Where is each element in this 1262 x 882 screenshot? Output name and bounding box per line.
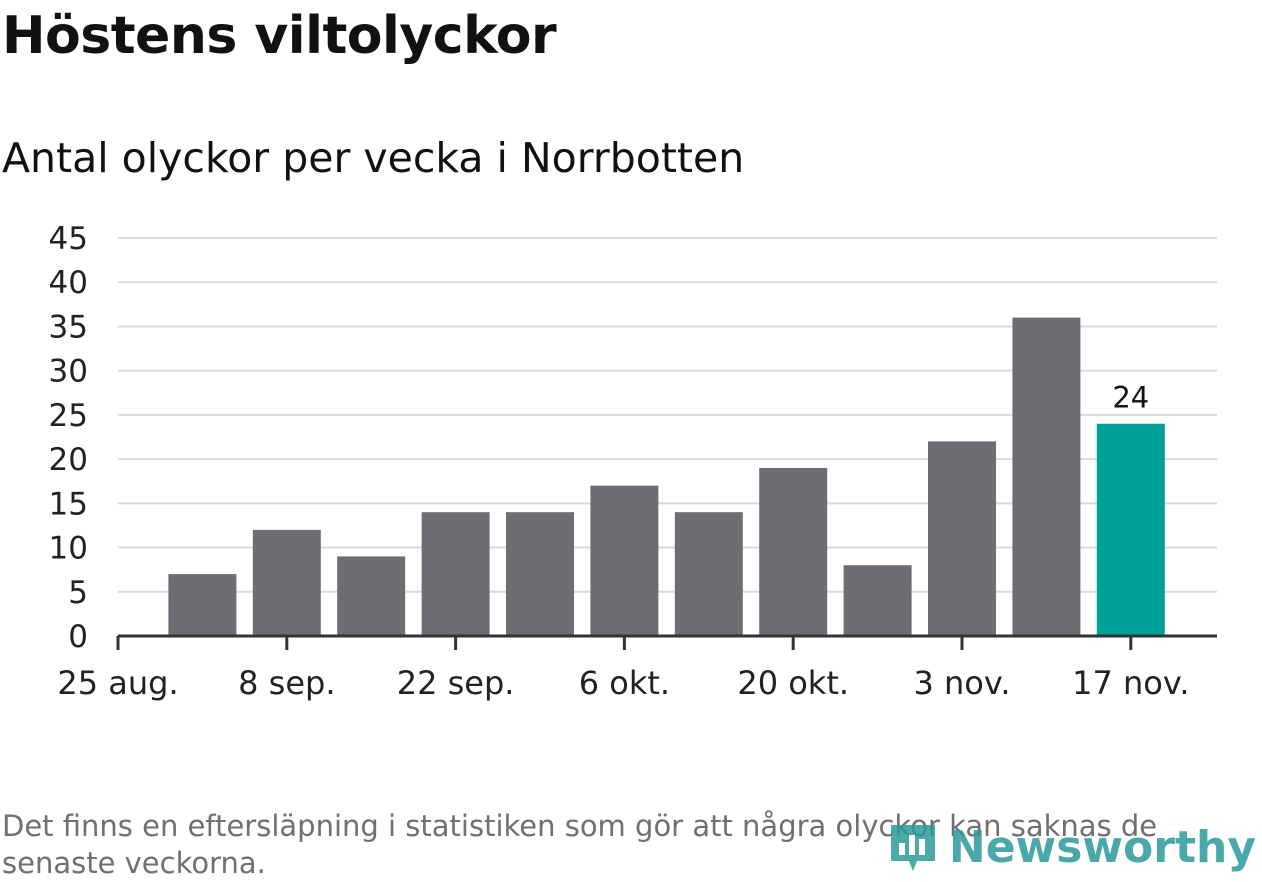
y-tick-label: 40 <box>49 265 88 301</box>
y-tick-label: 10 <box>49 531 88 567</box>
x-tick-label: 17 nov. <box>1072 664 1189 702</box>
y-tick-label: 0 <box>68 619 88 655</box>
bar <box>421 512 490 636</box>
bar <box>1012 317 1081 636</box>
bar <box>843 565 912 636</box>
bar-value-label: 24 <box>1112 381 1149 415</box>
bar <box>168 574 237 636</box>
bar <box>252 529 321 636</box>
newsworthy-logo: Newsworthy <box>887 821 1256 873</box>
y-axis-tick-labels: 0 5 10 15 20 25 30 35 40 45 <box>49 221 88 655</box>
bar-chart: 0 5 10 15 20 25 30 35 40 45 24 25 aug. 8 sep. 22 se… <box>49 221 1217 702</box>
bar <box>506 512 574 636</box>
x-tick-label: 20 okt. <box>737 664 849 702</box>
bar <box>590 485 659 636</box>
bar-highlight <box>1096 423 1165 636</box>
y-tick-label: 25 <box>49 398 88 434</box>
y-tick-label: 35 <box>49 309 88 345</box>
y-tick-label: 30 <box>49 354 88 390</box>
x-tick-label: 8 sep. <box>238 664 335 702</box>
y-tick-label: 20 <box>49 442 88 478</box>
chart-subtitle: Antal olyckor per vecka i Norrbotten <box>2 134 745 182</box>
x-tick-label: 25 aug. <box>57 664 178 702</box>
y-tick-label: 5 <box>68 575 88 611</box>
x-tick-label: 3 nov. <box>913 664 1010 702</box>
bar <box>759 467 828 636</box>
footnote: Det finns en eftersläpning i statistiken… <box>2 809 1158 880</box>
bar-chart-pin-icon <box>890 825 935 871</box>
bar <box>337 556 406 636</box>
logo-text: Newsworthy <box>948 821 1256 873</box>
x-axis: 25 aug. 8 sep. 22 sep. 6 okt. 20 okt. 3 nov. 1… <box>57 634 1217 702</box>
bars: 24 <box>168 317 1165 636</box>
y-tick-label: 45 <box>49 221 88 257</box>
x-tick-label: 6 okt. <box>579 664 670 702</box>
bar <box>674 512 743 636</box>
chart-title: Höstens viltolyckor <box>2 6 557 66</box>
x-tick-label: 22 sep. <box>397 664 515 702</box>
y-tick-label: 15 <box>49 486 88 522</box>
bar <box>928 441 996 636</box>
